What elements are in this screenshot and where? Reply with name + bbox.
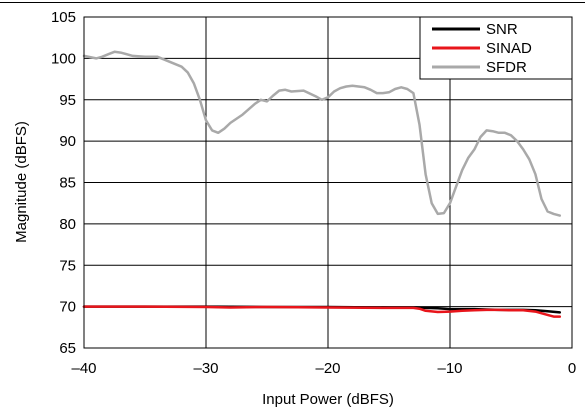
x-tick-label: –10 xyxy=(437,360,462,377)
legend-label-sinad: SINAD xyxy=(486,40,532,57)
y-tick-label: 70 xyxy=(59,299,76,316)
y-tick-label: 100 xyxy=(51,50,76,67)
legend-label-snr: SNR xyxy=(486,21,518,38)
y-axis-title: Magnitude (dBFS) xyxy=(13,121,30,243)
series-line-sfdr xyxy=(82,50,562,217)
x-tick-label: –20 xyxy=(315,360,340,377)
y-tick-label: 95 xyxy=(59,92,76,109)
plot-frame xyxy=(83,16,573,349)
y-tick-label: 80 xyxy=(59,216,76,233)
y-tick-label: 105 xyxy=(51,9,76,26)
x-axis-title: Input Power (dBFS) xyxy=(262,391,394,408)
series-lines xyxy=(82,50,562,318)
top-border-line xyxy=(0,2,585,3)
x-tick-label: 0 xyxy=(568,360,576,377)
x-tick-label: –30 xyxy=(193,360,218,377)
y-tick-label: 65 xyxy=(59,340,76,357)
y-tick-label: 85 xyxy=(59,175,76,192)
x-axis-tick-labels: –40 –30 –20 –10 0 xyxy=(71,360,576,377)
y-axis-tick-labels: 65 70 75 80 85 90 95 100 105 xyxy=(51,9,76,357)
y-tick-label: 75 xyxy=(59,257,76,274)
legend: SNR SINAD SFDR xyxy=(419,16,573,80)
series-line-sinad xyxy=(82,305,562,318)
y-tick-label: 90 xyxy=(59,133,76,150)
x-tick-label: –40 xyxy=(71,360,96,377)
legend-label-sfdr: SFDR xyxy=(486,59,527,76)
